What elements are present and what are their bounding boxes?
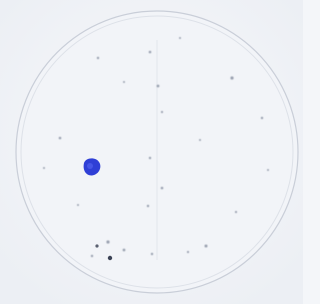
colony xyxy=(106,240,109,243)
dark-colony xyxy=(108,256,112,260)
colony xyxy=(230,76,233,79)
colony xyxy=(43,167,45,169)
colony xyxy=(97,57,99,59)
colony xyxy=(261,117,263,119)
colony xyxy=(151,253,153,255)
colony xyxy=(59,137,62,140)
page: {} xyxy=(0,0,320,304)
colony xyxy=(235,211,237,213)
colony xyxy=(157,85,160,88)
colony xyxy=(149,51,152,54)
colony xyxy=(199,139,201,141)
colony xyxy=(187,251,189,253)
colony xyxy=(161,187,164,190)
blue-blob-highlight xyxy=(87,163,93,169)
photo xyxy=(0,0,303,304)
colony xyxy=(179,37,181,39)
colony xyxy=(149,157,151,159)
colony xyxy=(77,204,79,206)
colony xyxy=(161,111,163,113)
colony xyxy=(205,245,208,248)
colony xyxy=(123,249,126,252)
colony xyxy=(91,255,93,257)
colony xyxy=(267,169,269,171)
colony xyxy=(123,81,125,83)
dark-colony xyxy=(95,244,98,247)
colony xyxy=(147,205,149,207)
